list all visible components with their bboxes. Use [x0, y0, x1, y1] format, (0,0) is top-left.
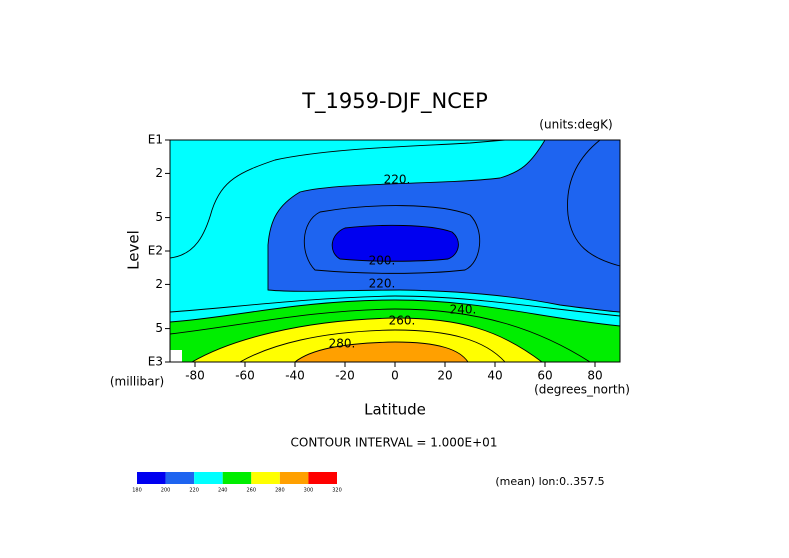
x-tick-label: 80	[587, 369, 602, 383]
colorbar-box	[308, 472, 337, 484]
x-tick-label: -60	[235, 369, 255, 383]
contour-line	[294, 341, 469, 363]
x-tick-label: -80	[185, 369, 205, 383]
contour-line	[169, 139, 506, 259]
y-tick-label: 2	[155, 166, 163, 180]
x-tick-label: 40	[487, 369, 502, 383]
y-tick-label: E2	[148, 244, 163, 258]
contour-fills	[170, 140, 620, 362]
colorbar-label: 200	[161, 488, 171, 494]
colorbar-label: 300	[304, 488, 314, 494]
contour-label: 220.	[384, 173, 411, 187]
y-units: (millibar)	[110, 375, 164, 389]
y-tick-label: 5	[155, 210, 163, 224]
x-units: (degrees_north)	[534, 383, 630, 397]
colorbar-box	[165, 472, 195, 484]
contour-interval: CONTOUR INTERVAL = 1.000E+01	[291, 436, 498, 450]
x-axis-label: Latitude	[364, 401, 426, 419]
x-tick-label: -20	[335, 369, 355, 383]
contour-label: 240.	[450, 303, 477, 317]
contour-line	[303, 205, 481, 274]
contour-line	[169, 308, 591, 363]
x-tick-label: -40	[285, 369, 305, 383]
colorbar-box	[251, 472, 280, 484]
contour-line	[239, 329, 506, 363]
contour-label: 280.	[329, 337, 356, 351]
colorbar-label: 220	[189, 488, 199, 494]
colorbar-label: 320	[332, 488, 342, 494]
contour-label: 220.	[369, 277, 396, 291]
fill-region	[268, 140, 620, 312]
colorbar-label: 260	[247, 488, 257, 494]
x-tick-label: 20	[437, 369, 452, 383]
contour-labels: 220. 200. 220. 240. 260. 280.	[329, 173, 477, 351]
colorbar-box	[194, 472, 223, 484]
contour-label: 200.	[369, 254, 396, 268]
contour-line	[331, 224, 459, 262]
colorbar-label: 240	[218, 488, 228, 494]
contour-line	[169, 295, 621, 317]
colorbar-box	[222, 472, 252, 484]
contour-line	[191, 317, 543, 363]
units-label: (units:degK)	[539, 118, 612, 132]
contour-line	[567, 139, 621, 267]
colorbar-label: 180	[132, 488, 142, 494]
contour-line	[169, 299, 621, 327]
y-axis-label: Level	[125, 230, 143, 270]
colorbar-box	[137, 472, 166, 484]
colorbar-label: 280	[275, 488, 285, 494]
y-tick-label: 2	[155, 277, 163, 291]
contour-lines	[169, 139, 621, 363]
contour-label: 260.	[389, 314, 416, 328]
fill-region	[332, 225, 459, 262]
footnote: (mean) lon:0..357.5	[495, 475, 604, 488]
y-tick-label: E1	[148, 133, 163, 147]
x-tick-label: 0	[391, 369, 399, 383]
y-tick-label: E3	[148, 355, 163, 369]
x-tick-label: 60	[537, 369, 552, 383]
colorbar-box	[279, 472, 309, 484]
chart-title: T_1959-DJF_NCEP	[301, 89, 488, 114]
y-tick-label: 5	[155, 321, 163, 335]
missing-data	[170, 350, 182, 362]
fill-region	[295, 342, 468, 362]
contour-line	[267, 139, 621, 313]
